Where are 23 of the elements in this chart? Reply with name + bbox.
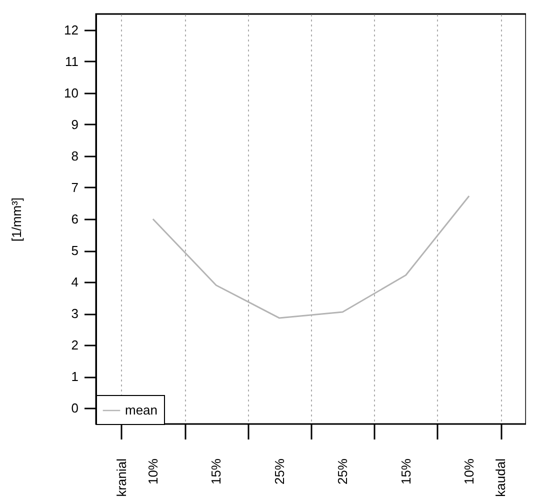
x-tick-label: 10% <box>145 458 160 485</box>
y-tick-label: 0 <box>71 400 78 416</box>
y-tick-label: 5 <box>71 243 78 258</box>
y-tick-label: 1 <box>71 369 78 384</box>
text: kranial <box>114 458 129 497</box>
y-tick-label: 11 <box>65 54 78 69</box>
y-tick-label: 12 <box>64 22 78 38</box>
y-tick-label: 8 <box>71 148 78 164</box>
legend-label: mean <box>125 402 158 418</box>
x-tick-label: 15% <box>208 458 224 485</box>
y-tick-label: 7 <box>71 180 78 195</box>
x-tick-label: 25% <box>272 458 287 485</box>
y-tick-label: 2 <box>71 338 78 353</box>
y-tick-label: 10 <box>64 85 78 100</box>
y-tick-label: 9 <box>71 116 78 132</box>
x-tick-label: 15% <box>398 458 414 485</box>
y-tick-label: 3 <box>71 306 78 322</box>
text: kaudal <box>493 458 508 497</box>
y-tick-label: 4 <box>71 274 78 290</box>
x-tick-label: 10% <box>462 458 477 485</box>
y-axis-title: [1/mm³] <box>9 197 24 242</box>
x-tick-label: 25% <box>335 458 350 485</box>
y-tick-label: 6 <box>71 212 78 226</box>
